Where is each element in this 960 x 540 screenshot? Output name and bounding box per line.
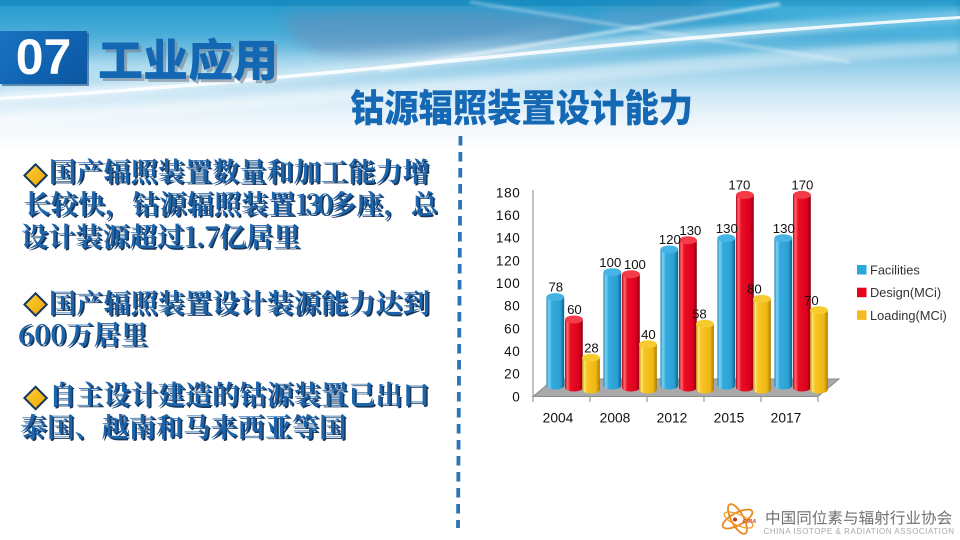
svg-text:60: 60 <box>504 321 520 336</box>
svg-text:70: 70 <box>804 293 819 308</box>
svg-text:170: 170 <box>728 178 750 193</box>
svg-text:160: 160 <box>496 208 521 223</box>
svg-text:120: 120 <box>496 253 521 268</box>
svg-text:2012: 2012 <box>657 411 688 426</box>
svg-text:170: 170 <box>791 178 813 193</box>
svg-text:100: 100 <box>624 257 646 272</box>
svg-text:0: 0 <box>512 389 520 404</box>
svg-text:80: 80 <box>504 299 520 314</box>
svg-text:58: 58 <box>692 306 707 321</box>
svg-text:130: 130 <box>716 221 738 236</box>
svg-text:CIRA: CIRA <box>743 519 757 525</box>
svg-text:2017: 2017 <box>771 411 802 426</box>
svg-text:130: 130 <box>773 221 795 236</box>
svg-text:140: 140 <box>496 231 521 246</box>
svg-text:40: 40 <box>504 344 520 359</box>
svg-text:Facilities: Facilities <box>870 262 920 277</box>
svg-text:100: 100 <box>496 276 521 291</box>
svg-text:Design(MCi): Design(MCi) <box>870 285 941 300</box>
svg-text:180: 180 <box>496 185 521 200</box>
svg-text:2004: 2004 <box>543 411 574 426</box>
svg-text:2008: 2008 <box>600 411 631 426</box>
svg-text:100: 100 <box>599 255 621 270</box>
svg-text:80: 80 <box>747 282 762 297</box>
svg-text:40: 40 <box>641 327 656 342</box>
svg-text:2015: 2015 <box>714 411 745 426</box>
svg-text:78: 78 <box>548 280 563 295</box>
svg-text:28: 28 <box>584 340 599 355</box>
svg-text:130: 130 <box>679 223 701 238</box>
svg-text:20: 20 <box>504 367 520 382</box>
svg-text:120: 120 <box>659 232 681 247</box>
svg-text:60: 60 <box>567 302 582 317</box>
svg-text:Loading(MCi): Loading(MCi) <box>870 308 947 323</box>
